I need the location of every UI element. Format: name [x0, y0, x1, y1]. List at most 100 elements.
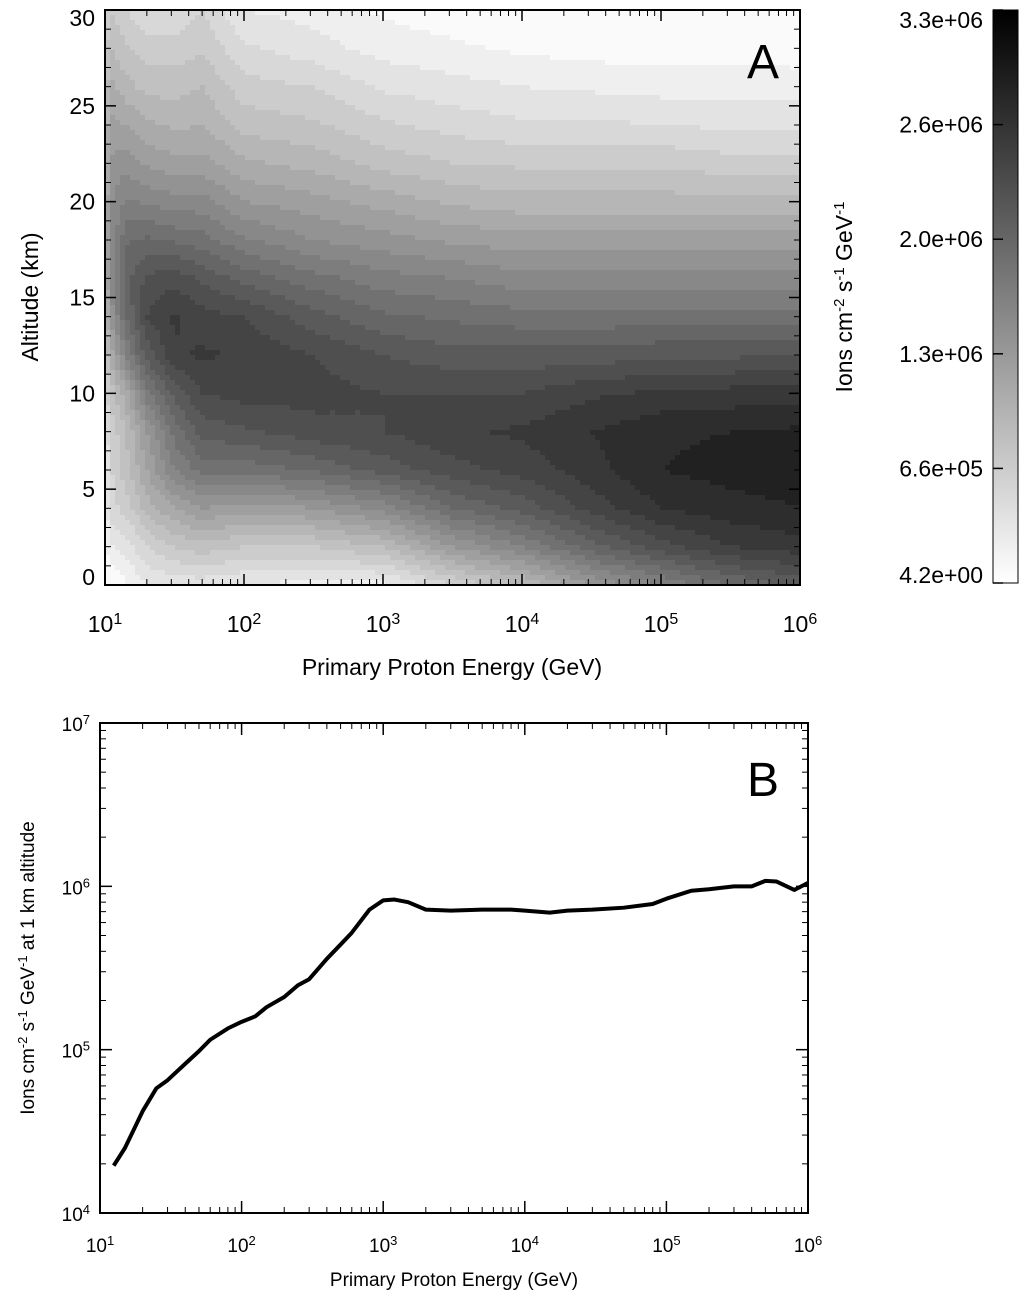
heatmap-cell: [190, 140, 196, 146]
heatmap-cell: [750, 65, 756, 71]
heatmap-cell: [485, 115, 491, 121]
heatmap-cell: [350, 85, 356, 91]
heatmap-cell: [230, 55, 236, 61]
heatmap-cell: [240, 130, 246, 136]
heatmap-cell: [735, 185, 741, 191]
heatmap-cell: [305, 55, 311, 61]
heatmap-cell: [315, 125, 321, 131]
heatmap-cell: [560, 125, 566, 131]
heatmap-cell: [505, 185, 511, 191]
heatmap-cell: [415, 175, 421, 181]
heatmap-cell: [790, 100, 796, 106]
heatmap-cell: [245, 105, 251, 111]
heatmap-cell: [320, 30, 326, 36]
heatmap-cell: [715, 65, 721, 71]
heatmap-cell: [670, 165, 676, 171]
heatmap-cell: [250, 10, 256, 16]
heatmap-cell: [330, 60, 336, 66]
heatmap-cell: [275, 85, 281, 91]
heatmap-cell: [730, 30, 736, 36]
heatmap-cell: [770, 175, 776, 181]
heatmap-cell: [450, 105, 456, 111]
heatmap-cell: [345, 55, 351, 61]
heatmap-cell: [210, 115, 216, 121]
heatmap-cell: [135, 45, 141, 51]
heatmap-cell: [175, 105, 181, 111]
heatmap-cell: [770, 45, 776, 51]
heatmap-cell: [595, 135, 601, 141]
heatmap-cell: [490, 50, 496, 56]
heatmap-cell: [640, 170, 646, 176]
heatmap-cell: [555, 95, 561, 101]
heatmap-cell: [665, 65, 671, 71]
heatmap-cell: [760, 140, 766, 146]
heatmap-cell: [595, 150, 601, 156]
heatmap-cell: [650, 110, 656, 116]
heatmap-cell: [525, 135, 531, 141]
heatmap-cell: [510, 45, 516, 51]
heatmap-cell: [585, 160, 591, 166]
heatmap-cell: [700, 180, 706, 186]
heatmap-cell: [785, 75, 791, 81]
heatmap-cell: [215, 25, 221, 31]
heatmap-cell: [390, 75, 396, 81]
heatmap-cell: [495, 180, 501, 186]
heatmap-cell: [470, 120, 476, 126]
heatmap-cell: [740, 90, 746, 96]
heatmap-cell: [510, 125, 516, 131]
heatmap-cell: [760, 50, 766, 56]
heatmap-cell: [670, 90, 676, 96]
heatmap-cell: [210, 45, 216, 51]
heatmap-cell: [605, 140, 611, 146]
heatmap-cell: [465, 180, 471, 186]
heatmap-cell: [175, 25, 181, 31]
heatmap-cell: [605, 115, 611, 121]
heatmap-cell: [595, 65, 601, 71]
heatmap-cell: [600, 120, 606, 126]
heatmap-cell: [515, 155, 521, 161]
heatmap-cell: [575, 130, 581, 136]
heatmap-cell: [565, 90, 571, 96]
heatmap-cell: [115, 45, 121, 51]
heatmap-cell: [280, 40, 286, 46]
heatmap-cell: [675, 155, 681, 161]
heatmap-cell: [710, 10, 716, 16]
heatmap-cell: [185, 70, 191, 76]
heatmap-cell: [700, 55, 706, 61]
heatmap-cell: [230, 100, 236, 106]
heatmap-cell: [365, 165, 371, 171]
heatmap-cell: [275, 40, 281, 46]
heatmap-cell: [695, 180, 701, 186]
heatmap-cell: [490, 85, 496, 91]
heatmap-cell: [125, 55, 131, 61]
heatmap-cell: [715, 85, 721, 91]
heatmap-cell: [770, 120, 776, 126]
heatmap-cell: [520, 70, 526, 76]
heatmap-cell: [575, 35, 581, 41]
heatmap-cell: [450, 20, 456, 26]
heatmap-cell: [130, 160, 136, 166]
heatmap-cell: [415, 180, 421, 186]
heatmap-cell: [440, 110, 446, 116]
heatmap-cell: [640, 140, 646, 146]
heatmap-cell: [170, 55, 176, 61]
heatmap-cell: [280, 30, 286, 36]
heatmap-cell: [105, 115, 111, 121]
heatmap-cell: [655, 10, 661, 16]
heatmap-cell: [145, 175, 151, 181]
heatmap-cell: [760, 130, 766, 136]
heatmap-cell: [300, 115, 306, 121]
heatmap-cell: [560, 160, 566, 166]
heatmap-cell: [470, 165, 476, 171]
heatmap-cell: [675, 135, 681, 141]
heatmap-cell: [315, 10, 321, 16]
heatmap-cell: [500, 180, 506, 186]
heatmap-cell: [115, 80, 121, 86]
heatmap-cell: [190, 40, 196, 46]
heatmap-cell: [685, 185, 691, 191]
heatmap-cell: [130, 135, 136, 141]
heatmap-cell: [420, 55, 426, 61]
heatmap-cell: [715, 10, 721, 16]
heatmap-cell: [360, 65, 366, 71]
heatmap-cell: [650, 35, 656, 41]
